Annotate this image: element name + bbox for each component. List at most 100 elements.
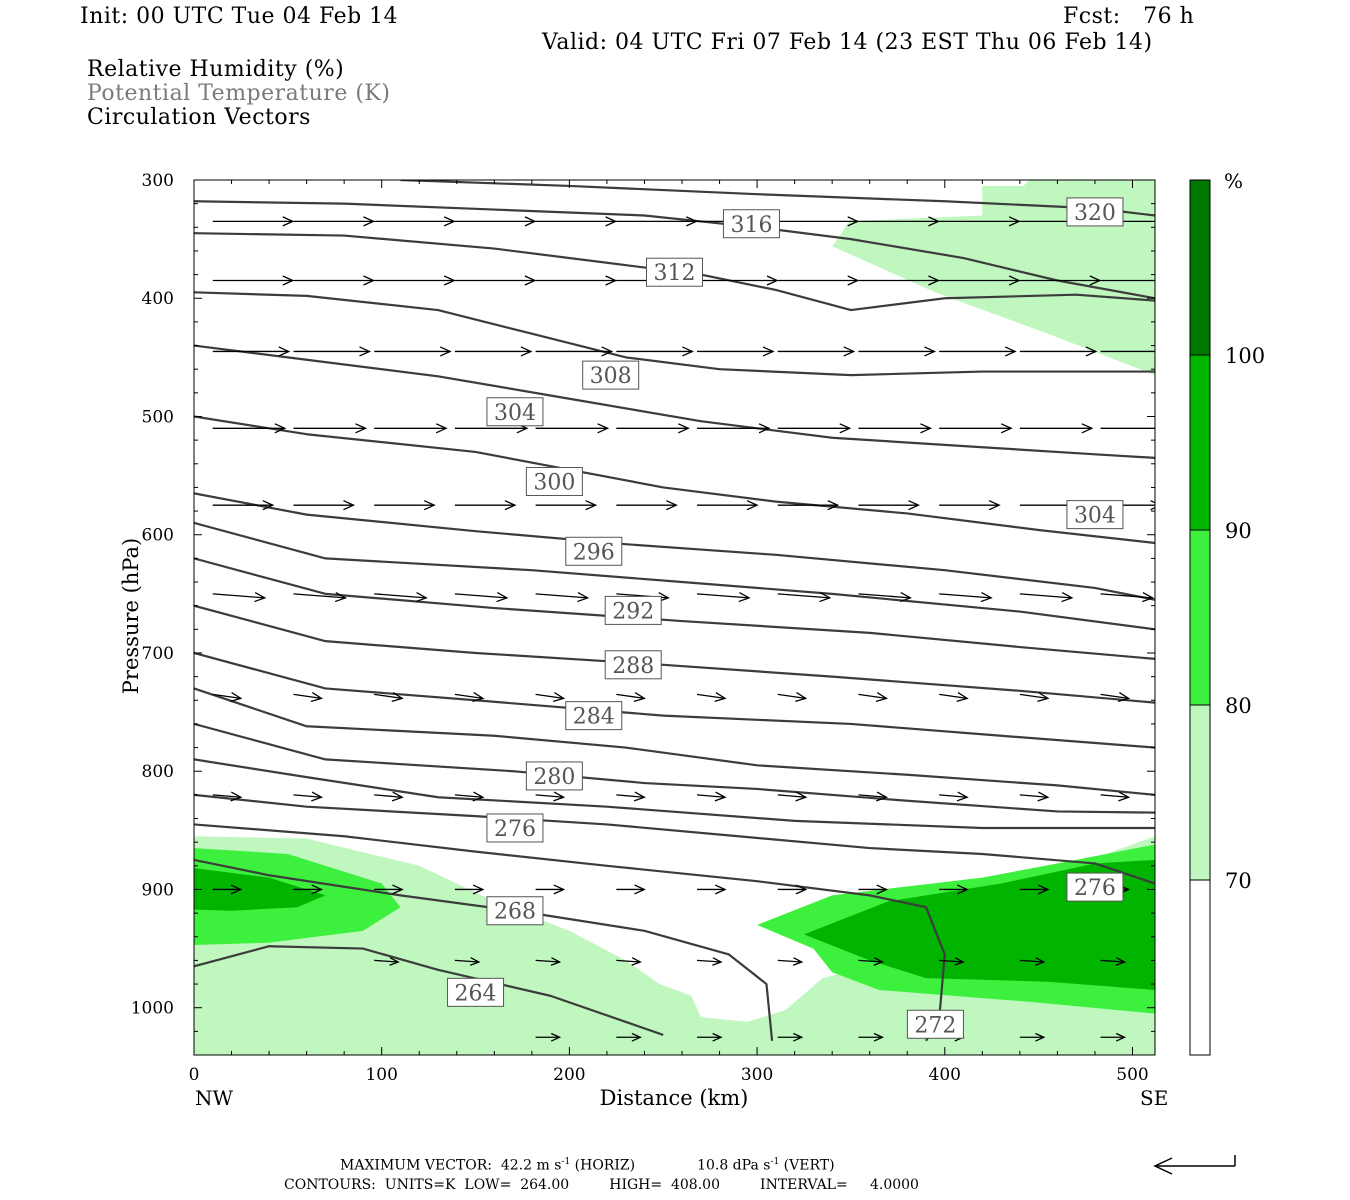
- y-tick-label-300: 300: [142, 171, 174, 191]
- theta-contour-312-14: [194, 291, 1155, 377]
- vector-4-6: [697, 500, 759, 511]
- vert-tag: (VERT): [779, 1157, 835, 1174]
- axes: 300 400 500 600 700 800 900 1000 0 100 200 300 400 50…: [131, 171, 1155, 1085]
- valid-time: Valid: 04 UTC Fri 07 Feb 14 (23 EST Thu …: [542, 30, 1153, 55]
- theta-label-316-0: 316: [722, 209, 780, 239]
- vector-1-9: [939, 275, 1021, 286]
- svg-text:276: 276: [494, 817, 536, 842]
- vector-9-7: [939, 957, 965, 966]
- svg-text:284: 284: [573, 705, 615, 730]
- vector-5-6: [696, 592, 751, 603]
- y-axis-label: Pressure (hPa): [119, 538, 143, 694]
- vector-7-7: [777, 791, 808, 802]
- svg-text:264: 264: [455, 981, 497, 1006]
- colorbar-segment-2: [1190, 530, 1210, 705]
- vector-2-1: [293, 346, 372, 357]
- vector-8-5: [616, 884, 646, 895]
- vector-4-1: [293, 500, 356, 511]
- theta-label-276-13: 276: [1066, 872, 1124, 902]
- svg-text:308: 308: [590, 364, 632, 389]
- vector-10-1: [616, 1032, 642, 1042]
- max-vector-vert-text: 10.8 dPa s: [697, 1157, 771, 1174]
- circulation-vectors: [212, 216, 1155, 1042]
- x-axis-label: Distance (km): [600, 1086, 749, 1110]
- vector-1-7: [777, 275, 860, 286]
- vector-1-6: [697, 275, 779, 286]
- theta-contour-labels: 316 320 312 308 304 300 304 296 292 288 284 280 276 2…: [447, 197, 1124, 1039]
- colorbar-tick-70: 70: [1225, 869, 1252, 893]
- vector-3-11: [1100, 427, 1155, 429]
- vector-9-5: [777, 957, 804, 966]
- svg-text:272: 272: [914, 1013, 956, 1038]
- vector-0-8: [858, 216, 941, 227]
- vector-0-5: [616, 216, 698, 227]
- vector-10-3: [777, 1032, 804, 1042]
- vector-3-4: [535, 423, 610, 434]
- colorbar-unit: %: [1224, 169, 1243, 193]
- vector-5-10: [1019, 592, 1074, 603]
- colorbar-segment-1: [1190, 355, 1210, 530]
- theta-contour-304-12: [194, 415, 1155, 545]
- vector-2-5: [616, 346, 694, 357]
- theta-contours: [194, 180, 1155, 1042]
- vector-2-2: [374, 346, 452, 357]
- vector-7-6: [696, 791, 727, 802]
- theta-label-304-4: 304: [486, 397, 544, 427]
- vector-0-0: [212, 216, 295, 227]
- theta-label-288-9: 288: [604, 650, 662, 680]
- max-vector-note: MAXIMUM VECTOR: 42.2 m s-1 (HORIZ) 10.8 d…: [340, 1157, 835, 1174]
- theta-contour-284-6: [194, 687, 1155, 796]
- svg-text:300: 300: [533, 471, 575, 496]
- vector-9-3: [616, 957, 642, 966]
- vector-8-6: [697, 884, 727, 895]
- vector-9-8: [1019, 957, 1046, 966]
- svg-text:312: 312: [654, 261, 696, 286]
- svg-text:316: 316: [730, 213, 772, 238]
- svg-text:304: 304: [1074, 504, 1116, 529]
- vector-1-10: [1019, 275, 1102, 286]
- vector-9-2: [535, 957, 562, 966]
- vector-6-0: [212, 691, 243, 702]
- theta-contour-316-15: [194, 232, 1155, 312]
- vector-9-9: [1100, 957, 1127, 966]
- theta-contour-268-1: [194, 858, 774, 1041]
- vector-6-1: [293, 691, 324, 702]
- theta-contour-276-3: [194, 793, 1155, 885]
- colorbar-segment-0: [1190, 180, 1210, 355]
- vector-5-4: [535, 592, 590, 603]
- theta-contour-292-8: [194, 604, 1155, 704]
- y-tick-label-900: 900: [142, 880, 174, 900]
- forecast-hour: Fcst: 76 h: [1063, 4, 1195, 29]
- vector-8-10: [1019, 884, 1050, 895]
- vector-5-0: [212, 592, 267, 603]
- vector-7-10: [1019, 791, 1050, 802]
- exp-vert: -1: [770, 1157, 780, 1167]
- contours-note: CONTOURS: UNITS=K LOW= 264.00 HIGH= 408.…: [284, 1177, 919, 1193]
- vector-6-11: [1100, 691, 1131, 702]
- field-rh: Relative Humidity (%): [87, 57, 345, 82]
- x-tick-label-400: 400: [929, 1065, 961, 1085]
- vector-10-2: [697, 1032, 723, 1042]
- vector-6-4: [535, 691, 566, 702]
- vector-8-7: [777, 884, 808, 895]
- vector-6-7: [777, 691, 808, 702]
- vector-2-6: [697, 346, 775, 357]
- vector-3-9: [939, 423, 1013, 434]
- theta-label-292-8: 292: [604, 595, 662, 625]
- vector-1-4: [535, 275, 618, 286]
- vector-7-4: [535, 791, 566, 802]
- colorbar-segment-3: [1190, 705, 1210, 880]
- vector-2-7: [777, 346, 856, 357]
- vector-9-1: [454, 957, 481, 966]
- vector-7-1: [293, 791, 324, 802]
- theta-contour-296-9: [194, 557, 1155, 660]
- vector-3-6: [697, 423, 771, 434]
- vector-2-4: [535, 346, 614, 357]
- svg-text:320: 320: [1074, 201, 1116, 226]
- y-tick-label-700: 700: [142, 644, 174, 664]
- svg-text:304: 304: [494, 401, 536, 426]
- vector-3-0: [212, 423, 287, 434]
- x-tick-label-0: 0: [189, 1065, 200, 1085]
- vector-5-9: [939, 592, 993, 603]
